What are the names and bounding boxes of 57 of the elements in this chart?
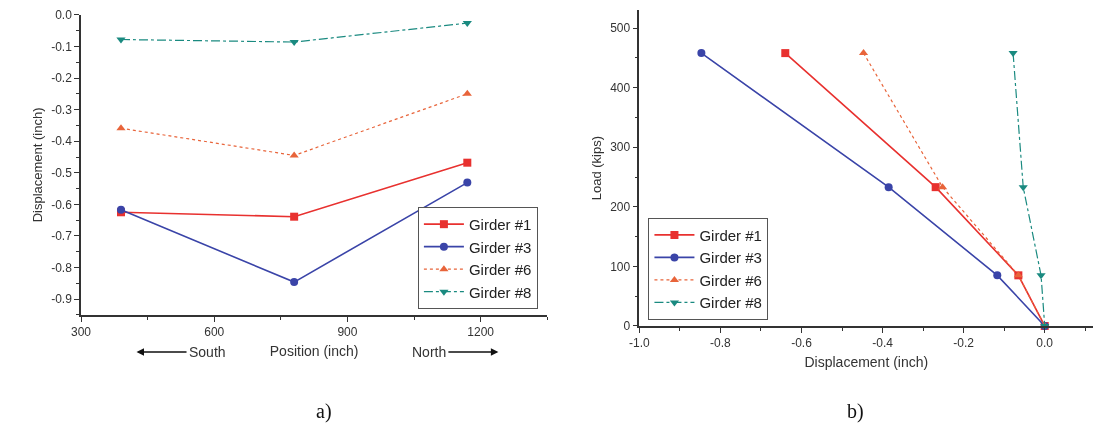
y-tick-label: 200 bbox=[610, 200, 631, 215]
y-tick-label: -0.5 bbox=[51, 165, 73, 180]
y-tick-label: 500 bbox=[610, 21, 631, 36]
legend-label: Girder #1 bbox=[699, 226, 762, 244]
x-tick-label: 0.0 bbox=[1036, 336, 1054, 351]
y-tick-label: 300 bbox=[610, 140, 631, 155]
x-tick-label: 300 bbox=[71, 325, 92, 340]
point bbox=[462, 21, 472, 28]
point bbox=[290, 212, 299, 221]
point bbox=[931, 183, 940, 192]
y-tick-label: -0.7 bbox=[51, 229, 73, 244]
legend-label: Girder #8 bbox=[699, 294, 762, 312]
legend-label: Girder #8 bbox=[468, 283, 532, 301]
point bbox=[781, 49, 790, 58]
point bbox=[289, 40, 299, 47]
text: North bbox=[412, 344, 447, 360]
x-tick-label: -0.8 bbox=[710, 336, 732, 351]
point bbox=[1018, 185, 1028, 192]
y-axis-title: Displacement (inch) bbox=[29, 107, 45, 223]
y-tick-label: -0.9 bbox=[51, 292, 73, 307]
point bbox=[1036, 273, 1046, 280]
point bbox=[993, 271, 1002, 280]
point bbox=[1008, 51, 1018, 58]
point bbox=[290, 278, 299, 287]
legend-label: Girder #6 bbox=[699, 271, 762, 289]
legend-label: Girder #3 bbox=[468, 238, 532, 256]
legend-label: Girder #3 bbox=[699, 249, 762, 267]
x-tick-label: 1200 bbox=[467, 325, 495, 340]
y-tick-label: -0.8 bbox=[51, 260, 73, 275]
x-axis-title: Displacement (inch) bbox=[804, 353, 929, 370]
x-tick-label: -0.2 bbox=[953, 336, 975, 351]
y-tick-label: 0.0 bbox=[55, 8, 73, 23]
y-tick-label: 0 bbox=[623, 319, 631, 334]
legend-label: Girder #1 bbox=[468, 216, 532, 234]
point bbox=[884, 183, 893, 192]
point bbox=[462, 89, 472, 96]
x-tick-label: -1.0 bbox=[629, 336, 651, 351]
y-tick-label: 100 bbox=[610, 259, 631, 274]
text: b) bbox=[847, 400, 864, 423]
legend-label: Girder #6 bbox=[468, 261, 532, 279]
point bbox=[463, 178, 472, 187]
y-tick-label: -0.4 bbox=[51, 134, 73, 149]
point bbox=[463, 158, 472, 167]
y-tick-label: -0.6 bbox=[51, 197, 73, 212]
y-tick-label: -0.1 bbox=[51, 39, 73, 54]
x-tick-label: 900 bbox=[337, 325, 358, 340]
x-tick-label: -0.4 bbox=[872, 336, 894, 351]
y-tick-label: -0.2 bbox=[51, 71, 73, 86]
y-axis-title: Load (kips) bbox=[588, 135, 604, 201]
x-tick-label: -0.6 bbox=[791, 336, 813, 351]
x-axis-title: Position (inch) bbox=[269, 342, 359, 359]
point bbox=[697, 49, 706, 58]
x-tick-label: 600 bbox=[204, 325, 225, 340]
text: a) bbox=[316, 400, 332, 423]
text: South bbox=[189, 344, 226, 360]
y-tick-label: -0.3 bbox=[51, 102, 73, 117]
y-tick-label: 400 bbox=[610, 80, 631, 95]
